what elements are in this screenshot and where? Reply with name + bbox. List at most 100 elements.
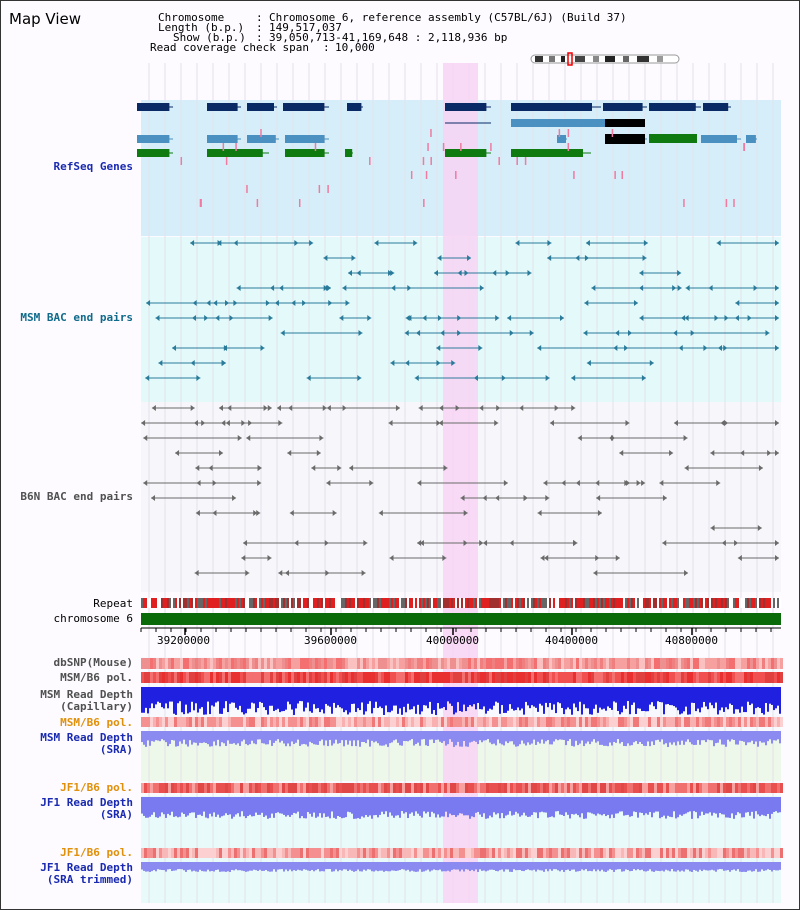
dbsnp-strip xyxy=(225,658,228,669)
jf1-depth-sra-bar xyxy=(205,797,207,818)
msm-b6-pol-strip xyxy=(153,672,156,683)
msm-depth-capillary-bar xyxy=(757,687,759,708)
dbsnp-strip xyxy=(699,658,702,669)
jf1-b6-pol-strip xyxy=(465,783,468,793)
repeat-band xyxy=(329,598,331,608)
msm-bac-pair-end xyxy=(358,330,363,336)
repeat-band xyxy=(417,598,419,608)
jf1-b6-pol2-strip xyxy=(582,848,585,858)
repeat-band xyxy=(571,598,573,608)
jf1-depth-sra-bar xyxy=(169,797,171,816)
jf1-depth-trimmed-bar xyxy=(531,862,533,871)
msm-depth-sra-bar xyxy=(701,731,703,741)
msm-depth-sra-bar xyxy=(353,731,355,741)
jf1-b6-pol2-strip xyxy=(381,848,384,858)
jf1-b6-pol-strip xyxy=(159,783,162,793)
refseq-marker xyxy=(621,171,624,179)
repeat-band xyxy=(713,598,715,608)
msm-bac-pair-end xyxy=(479,285,484,291)
dbsnp-strip xyxy=(654,658,657,669)
jf1-depth-sra-bar xyxy=(423,797,425,812)
jf1-b6-pol2-strip xyxy=(474,848,477,858)
jf1-depth-trimmed-bar xyxy=(313,862,315,872)
msm-depth-sra-bar xyxy=(755,731,757,742)
jf1-depth-sra-bar xyxy=(659,797,661,819)
msm-b6-pol-strip xyxy=(594,672,597,683)
msm-depth-sra-bar xyxy=(331,731,333,746)
jf1-b6-pol-strip xyxy=(684,783,687,793)
jf1-depth-trimmed-bar xyxy=(707,862,709,871)
repeat-band xyxy=(609,598,611,608)
jf1-depth-sra-bar xyxy=(537,797,539,819)
msm-bac-pair-end xyxy=(367,315,372,321)
repeat-band xyxy=(347,598,349,608)
msm-bac-pair-end xyxy=(509,330,514,336)
jf1-b6-pol2-strip xyxy=(210,848,213,858)
jf1-b6-pol-strip xyxy=(540,783,543,793)
dbsnp-strip xyxy=(309,658,312,669)
msm-depth-capillary-bar xyxy=(325,687,327,704)
repeat-band xyxy=(399,598,401,608)
axis-tick-label: 39200000 xyxy=(157,634,210,647)
dbsnp-strip xyxy=(486,658,489,669)
msm-depth-capillary-bar xyxy=(725,687,727,708)
msm-b6-pol-strip xyxy=(576,672,579,683)
msm-b6-pol2-strip xyxy=(213,717,216,727)
msm-depth-capillary-bar xyxy=(733,687,735,714)
jf1-b6-pol2-strip xyxy=(207,848,210,858)
msm-bac-pair-end xyxy=(537,345,542,351)
jf1-depth-sra-bar xyxy=(399,797,401,818)
msm-depth-capillary-bar xyxy=(299,687,301,702)
refseq-marker xyxy=(423,199,425,207)
dbsnp-strip xyxy=(594,658,597,669)
jf1-b6-pol2-strip xyxy=(198,848,201,858)
jf1-depth-sra-bar xyxy=(253,797,255,817)
repeat-band xyxy=(163,598,165,608)
msm-depth-sra-bar xyxy=(413,731,415,746)
repeat-band xyxy=(677,598,679,608)
jf1-depth-trimmed-bar xyxy=(297,862,299,870)
msm-b6-pol-strip xyxy=(405,672,408,683)
dbsnp-strip xyxy=(402,658,405,669)
jf1-b6-pol-strip xyxy=(756,783,759,793)
msm-depth-sra-bar xyxy=(613,731,615,742)
msm-depth-sra-bar xyxy=(219,731,221,747)
msm-depth-capillary-bar xyxy=(459,687,461,711)
msm-b6-pol-strip xyxy=(615,672,618,683)
jf1-depth-trimmed-bar xyxy=(249,862,251,871)
jf1-b6-pol2-strip xyxy=(714,848,717,858)
repeat-band xyxy=(689,598,691,608)
msm-depth-capillary-bar xyxy=(775,687,777,709)
jf1-depth-trimmed-bar xyxy=(557,862,559,871)
msm-depth-capillary-bar xyxy=(293,687,295,715)
jf1-b6-pol2-strip xyxy=(468,848,471,858)
msm-b6-pol-strip xyxy=(531,672,534,683)
msm-depth-capillary-bar xyxy=(217,687,219,702)
jf1-depth-trimmed-bar xyxy=(659,862,661,872)
jf1-depth-trimmed-bar xyxy=(655,862,657,871)
dbsnp-strip xyxy=(498,658,501,669)
msm-b6-pol2-strip xyxy=(141,717,144,727)
jf1-depth-sra-bar xyxy=(363,797,365,818)
dbsnp-strip xyxy=(144,658,147,669)
jf1-depth-sra-bar xyxy=(159,797,161,817)
msm-depth-sra-bar xyxy=(773,731,775,741)
msm-depth-capillary-bar xyxy=(223,687,225,709)
jf1-b6-pol-strip xyxy=(291,783,294,793)
dbsnp-strip xyxy=(273,658,276,669)
b6n-bac-pair-end xyxy=(363,540,368,546)
msm-depth-sra-bar xyxy=(661,731,663,740)
jf1-depth-sra-bar xyxy=(279,797,281,814)
msm-depth-sra-bar xyxy=(623,731,625,746)
msm-b6-pol-strip xyxy=(144,672,147,683)
jf1-depth-trimmed-bar xyxy=(743,862,745,872)
b6n-bac-pair-end xyxy=(436,420,441,426)
jf1-depth-trimmed-bar xyxy=(667,862,669,871)
refseq-gene-navy-exon xyxy=(247,103,274,111)
jf1-b6-pol-strip xyxy=(324,783,327,793)
msm-depth-sra-bar xyxy=(493,731,495,744)
dbsnp-strip xyxy=(177,658,180,669)
dbsnp-strip xyxy=(378,658,381,669)
jf1-depth-sra-bar xyxy=(639,797,641,813)
